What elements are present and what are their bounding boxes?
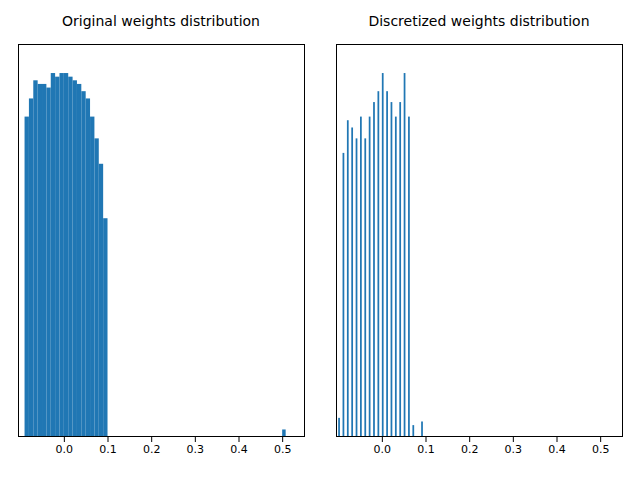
html-text:Original weights distribution: Original weights distribution bbox=[62, 13, 260, 29]
svg-text:0.0: 0.0 bbox=[56, 443, 74, 456]
svg-text:0.5: 0.5 bbox=[592, 443, 610, 456]
svg-text:0.2: 0.2 bbox=[143, 443, 161, 456]
svg-text:0.4: 0.4 bbox=[548, 443, 566, 456]
svg-text:0.1: 0.1 bbox=[99, 443, 117, 456]
svg-text:0.3: 0.3 bbox=[505, 443, 523, 456]
svg-text:0.3: 0.3 bbox=[187, 443, 205, 456]
svg-text:0.4: 0.4 bbox=[230, 443, 248, 456]
svg-text:0.2: 0.2 bbox=[461, 443, 479, 456]
svg-text:0.5: 0.5 bbox=[274, 443, 292, 456]
svg-text:0.1: 0.1 bbox=[417, 443, 435, 456]
svg-text:0.0: 0.0 bbox=[374, 443, 392, 456]
html-text:Discretized weights distributi: Discretized weights distribution bbox=[368, 13, 590, 29]
